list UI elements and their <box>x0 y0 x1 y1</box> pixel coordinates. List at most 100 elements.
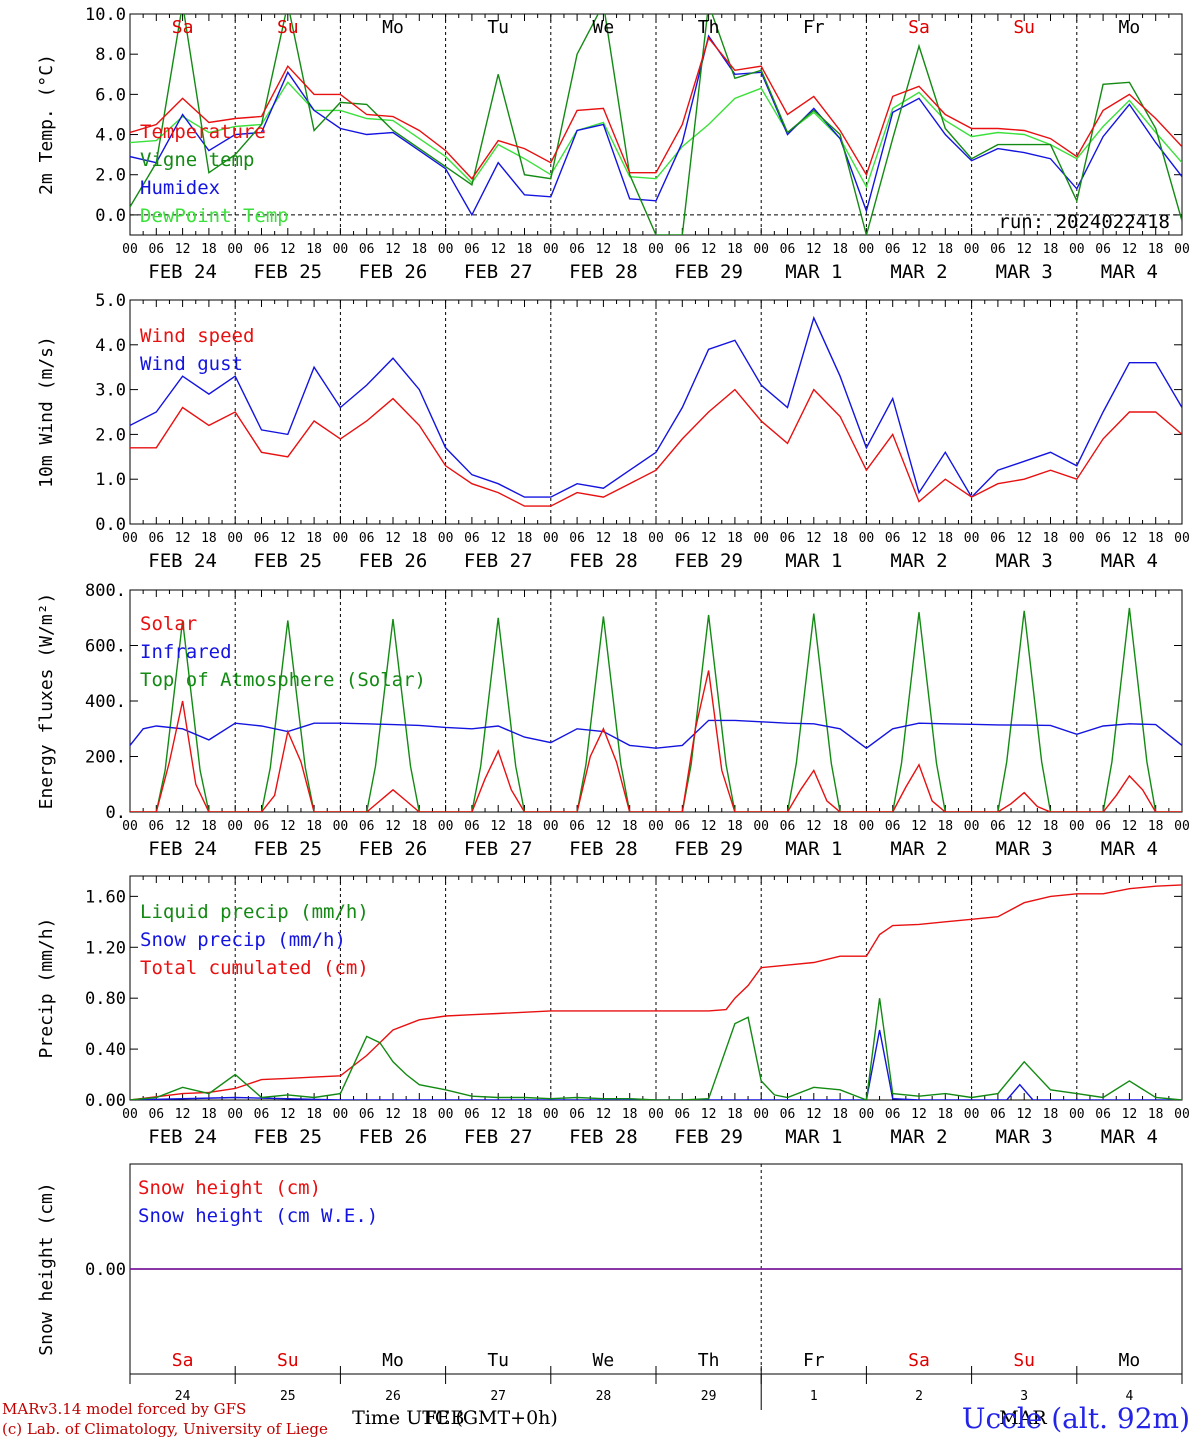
hour-tick-label: 06 <box>1095 819 1111 834</box>
legend-entry: Liquid precip (mm/h) <box>140 901 369 923</box>
y-tick-label: 2.0 <box>95 166 126 186</box>
hour-tick-label: 00 <box>859 531 875 546</box>
hour-tick-label: 18 <box>1043 1107 1059 1122</box>
hour-tick-label: 12 <box>806 819 822 834</box>
hour-tick-label: 12 <box>596 242 612 257</box>
date-label: FEB 28 <box>569 1126 638 1148</box>
month-label: MAR <box>999 1407 1047 1429</box>
y-tick-label: 800. <box>85 581 126 601</box>
y-axis-label: Snow height (cm) <box>36 1182 57 1355</box>
hour-tick-label: 18 <box>832 819 848 834</box>
date-label: FEB 24 <box>148 550 217 572</box>
day-number-label: 24 <box>175 1389 191 1404</box>
hour-tick-label: 00 <box>438 819 454 834</box>
hour-tick-label: 06 <box>780 1107 796 1122</box>
hour-tick-label: 12 <box>490 242 506 257</box>
hour-tick-label: 12 <box>1016 819 1032 834</box>
legend-entry: Solar <box>140 613 197 635</box>
plot-frame <box>129 299 1183 525</box>
hour-tick-label: 18 <box>1148 531 1164 546</box>
hour-tick-label: 18 <box>832 1107 848 1122</box>
hour-tick-label: 18 <box>937 242 953 257</box>
hour-tick-label: 00 <box>543 819 559 834</box>
weekday-label: Sa <box>172 17 194 38</box>
panel-4: 00 06 12 18 00 06 12 18 00 06 12 18 00 06 12 18 00 06 12 18… <box>36 875 1190 1148</box>
hour-tick-label: 00 <box>1069 242 1085 257</box>
hour-tick-label: 18 <box>937 819 953 834</box>
date-label: FEB 24 <box>148 1126 217 1148</box>
y-tick-label: 1.0 <box>95 470 126 490</box>
x-axis-title: Time UTC (GMT+0h) <box>352 1407 558 1429</box>
hour-tick-label: 12 <box>175 819 191 834</box>
hour-tick-label: 00 <box>438 531 454 546</box>
date-label: MAR 2 <box>890 1126 947 1148</box>
series-line-vigne-temp <box>130 14 1182 235</box>
hour-tick-label: 00 <box>227 531 243 546</box>
hour-tick-label: 06 <box>990 819 1006 834</box>
hour-tick-label: 06 <box>148 242 164 257</box>
hour-tick-label: 00 <box>333 242 349 257</box>
date-label: MAR 4 <box>1101 838 1158 860</box>
weekday-label: Tu <box>487 17 509 38</box>
date-label: FEB 29 <box>674 1126 743 1148</box>
series-line-wind-speed <box>130 388 1182 507</box>
series-line-liquid-precip-mm-h- <box>130 998 1182 1100</box>
date-label: FEB 24 <box>148 838 217 860</box>
date-label: FEB 26 <box>359 261 428 283</box>
hour-tick-label: 18 <box>201 242 217 257</box>
date-label: FEB 28 <box>569 261 638 283</box>
footer-model: MARv3.14 model forced by GFS <box>2 1400 246 1418</box>
y-tick-label: 0.00 <box>85 1260 126 1280</box>
day-number-label: 25 <box>280 1389 296 1404</box>
hour-tick-label: 18 <box>727 819 743 834</box>
date-label: MAR 4 <box>1101 550 1158 572</box>
hour-tick-label: 06 <box>359 531 375 546</box>
hour-tick-label: 12 <box>1016 531 1032 546</box>
hour-tick-label: 06 <box>780 819 796 834</box>
hour-tick-label: 06 <box>254 242 270 257</box>
hour-tick-label: 12 <box>385 1107 401 1122</box>
date-label: FEB 26 <box>359 550 428 572</box>
day-number-label: 1 <box>810 1389 818 1404</box>
hour-tick-label: 06 <box>148 819 164 834</box>
y-tick-label: 6.0 <box>95 85 126 105</box>
hour-tick-label: 00 <box>1069 819 1085 834</box>
date-label: FEB 27 <box>464 838 533 860</box>
date-label: FEB 25 <box>253 550 322 572</box>
hour-tick-label: 06 <box>780 242 796 257</box>
hour-tick-label: 12 <box>1016 1107 1032 1122</box>
weekday-label: Sa <box>172 1350 194 1371</box>
hour-tick-label: 18 <box>727 531 743 546</box>
hour-tick-label: 00 <box>964 1107 980 1122</box>
hour-tick-label: 12 <box>280 819 296 834</box>
hour-tick-label: 12 <box>490 1107 506 1122</box>
hour-tick-label: 18 <box>411 531 427 546</box>
hour-tick-label: 18 <box>201 1107 217 1122</box>
series-line-total-cumulated-cm- <box>130 884 1182 1100</box>
y-tick-label: 0.80 <box>85 989 126 1009</box>
hour-tick-label: 18 <box>306 531 322 546</box>
weekday-label: Su <box>1013 1350 1035 1371</box>
weekday-label: We <box>593 17 615 38</box>
legend-entry: Snow height (cm) <box>138 1177 321 1199</box>
y-tick-label: 400. <box>85 692 126 712</box>
hour-tick-label: 06 <box>464 531 480 546</box>
y-tick-label: 3.0 <box>95 381 126 401</box>
legend-entry: Top of Atmosphere (Solar) <box>140 669 426 691</box>
day-number-label: 29 <box>701 1389 717 1404</box>
hour-tick-label: 00 <box>122 242 138 257</box>
hour-tick-label: 18 <box>517 242 533 257</box>
series-line-humidex <box>130 34 1182 217</box>
hour-tick-label: 06 <box>254 531 270 546</box>
weekday-label: Mo <box>382 17 404 38</box>
hour-tick-label: 00 <box>333 819 349 834</box>
hour-tick-label: 00 <box>1069 1107 1085 1122</box>
hour-tick-label: 18 <box>727 1107 743 1122</box>
hour-tick-label: 12 <box>701 242 717 257</box>
date-label: MAR 1 <box>785 550 842 572</box>
hour-tick-label: 12 <box>701 819 717 834</box>
hour-tick-label: 06 <box>569 531 585 546</box>
hour-tick-label: 12 <box>385 819 401 834</box>
day-number-label: 3 <box>1020 1389 1028 1404</box>
hour-tick-label: 00 <box>753 1107 769 1122</box>
